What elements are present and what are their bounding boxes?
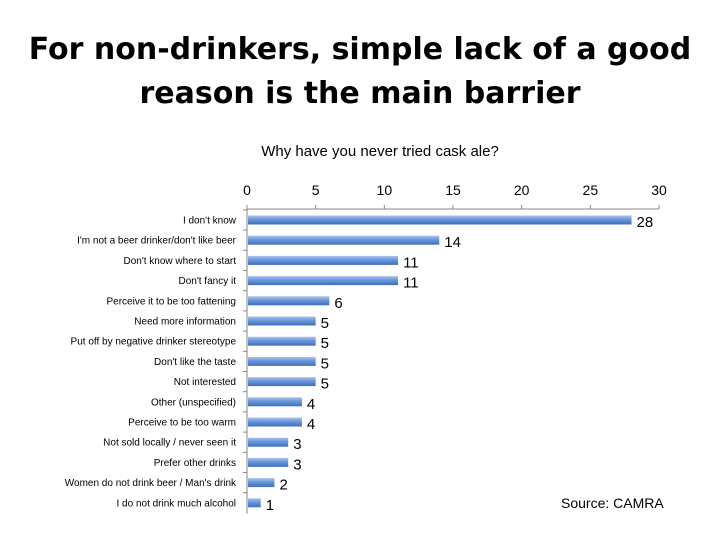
chart-title: For non-drinkers, simple lack of a good … (0, 28, 720, 116)
category-label: Put off by negative drinker stereotype (71, 337, 237, 348)
category-label: Don't fancy it (179, 276, 237, 287)
category-label: Other (unspecified) (151, 397, 236, 408)
x-tick-label: 15 (445, 182, 461, 198)
data-label: 5 (321, 335, 329, 352)
x-tick-label: 25 (583, 182, 599, 198)
x-tick-label: 20 (514, 182, 530, 198)
category-label: Don't like the taste (154, 357, 236, 368)
data-label: 4 (307, 396, 315, 413)
data-label: 3 (293, 436, 301, 453)
category-label: Women do not drink beer / Man's drink (65, 478, 237, 489)
bar (248, 356, 316, 366)
data-label: 3 (293, 456, 301, 473)
bar (248, 498, 261, 508)
chart-subtitle: Why have you never tried cask ale? (261, 143, 499, 160)
category-label: I don't know (183, 216, 237, 227)
x-tick-label: 0 (243, 182, 251, 198)
data-label: 28 (637, 214, 654, 231)
bar (248, 377, 316, 387)
x-tick-label: 10 (377, 182, 393, 198)
category-label: Perceive to be too warm (128, 418, 236, 429)
category-label: Prefer other drinks (154, 458, 236, 469)
bar (248, 437, 289, 447)
data-label: 11 (403, 254, 419, 271)
bar (248, 397, 302, 407)
category-label: Perceive it to be too fattening (106, 296, 236, 307)
data-label: 6 (334, 295, 342, 312)
category-label: I do not drink much alcohol (116, 498, 236, 509)
category-label: I'm not a beer drinker/don't like beer (77, 236, 237, 247)
bar (248, 296, 330, 306)
category-label: Not interested (174, 377, 236, 388)
data-label: 1 (266, 497, 274, 514)
data-label: 11 (403, 275, 419, 292)
title-line-2: reason is the main barrier (139, 76, 581, 111)
category-label: Don't know where to start (123, 256, 236, 267)
bar (248, 417, 302, 427)
bar (248, 478, 275, 488)
data-label: 2 (279, 477, 287, 494)
bar (248, 336, 316, 346)
category-label: Not sold locally / never seen it (103, 438, 236, 449)
bar (248, 276, 399, 286)
source-note: Source: CAMRA (561, 495, 664, 511)
data-label: 4 (307, 416, 315, 433)
data-label: 5 (321, 315, 329, 332)
bar (248, 235, 440, 245)
x-tick-label: 5 (312, 182, 320, 198)
title-line-1: For non-drinkers, simple lack of a good (28, 32, 692, 67)
data-label: 5 (321, 355, 329, 372)
data-label: 14 (444, 234, 461, 251)
bar (248, 457, 289, 467)
bar (248, 316, 316, 326)
data-label: 5 (321, 376, 329, 393)
bar (248, 255, 399, 265)
bar (248, 215, 632, 225)
category-label: Need more information (134, 317, 236, 328)
x-tick-label: 30 (651, 182, 667, 198)
